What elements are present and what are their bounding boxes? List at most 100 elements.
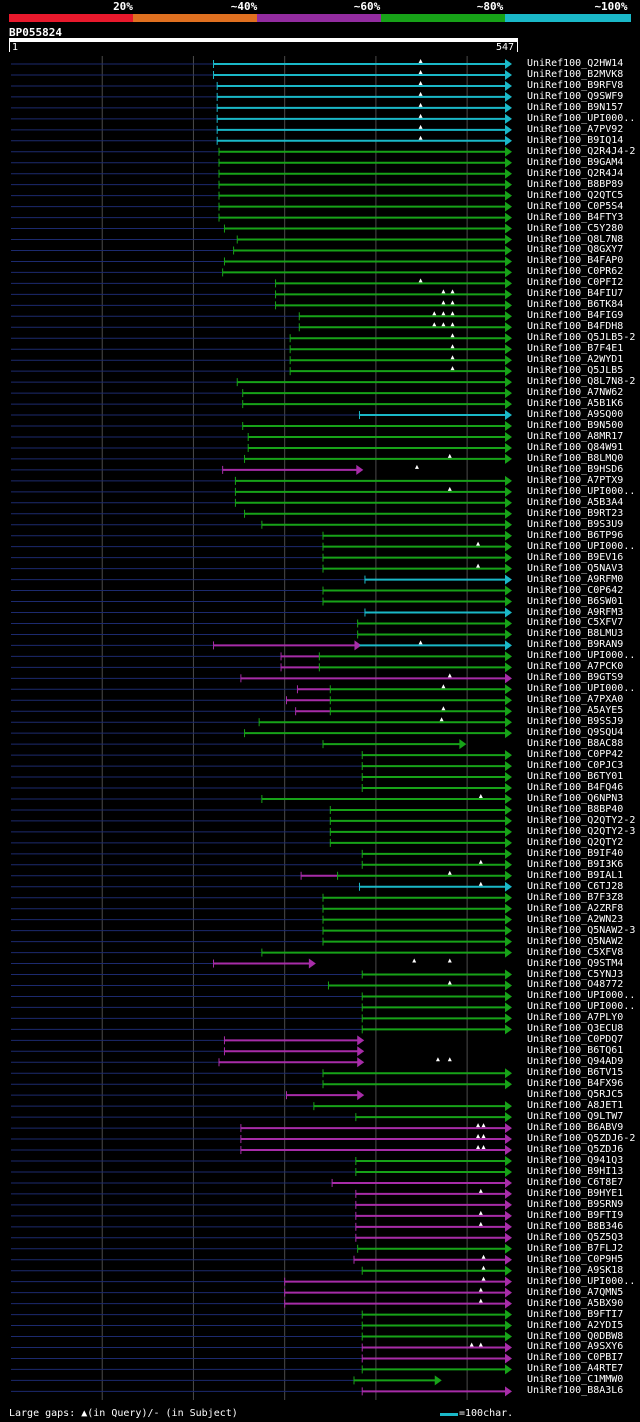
- hit-label[interactable]: UniRef100_A7PLY0: [527, 1012, 624, 1024]
- hit-label[interactable]: UniRef100_Q5NAW2-3: [527, 924, 636, 936]
- hit-label[interactable]: UniRef100_Q5RJC5: [527, 1089, 624, 1101]
- hit-label[interactable]: UniRef100_Q0DBW8: [527, 1330, 624, 1342]
- hit-label[interactable]: UniRef100_B6TV15: [527, 1067, 624, 1079]
- hit-label[interactable]: UniRef100_Q5ZDJ6: [527, 1144, 624, 1156]
- hit-label[interactable]: UniRef100_B4FIU7: [527, 288, 624, 300]
- hit-label[interactable]: UniRef100_C6TJ28: [527, 880, 624, 892]
- hit-label[interactable]: UniRef100_Q941Q3: [527, 1155, 624, 1166]
- hit-label[interactable]: UniRef100_Q9LTW7: [527, 1111, 624, 1123]
- hit-label[interactable]: UniRef100_B9SSJ9: [527, 716, 624, 728]
- hit-label[interactable]: UniRef100_B9FTI7: [527, 1308, 624, 1320]
- hit-label[interactable]: UniRef100_Q2R4J4: [527, 167, 624, 179]
- hit-label[interactable]: UniRef100_A5AYE5: [527, 705, 624, 717]
- hit-label[interactable]: UniRef100_C0PR62: [527, 266, 624, 278]
- hit-label[interactable]: UniRef100_B2MVK8: [527, 68, 624, 80]
- hit-label[interactable]: UniRef100_Q84W91: [527, 441, 624, 453]
- hit-label[interactable]: UniRef100_B9RAN9: [527, 639, 624, 651]
- hit-label[interactable]: UniRef100_Q2QTY2: [527, 836, 624, 848]
- hit-label[interactable]: UniRef100_A7QMN5: [527, 1286, 624, 1298]
- hit-label[interactable]: UniRef100_Q3ECU8: [527, 1023, 624, 1035]
- hit-label[interactable]: UniRef100_B6TK84: [527, 299, 624, 311]
- hit-label[interactable]: UniRef100_A4RTE7: [527, 1363, 624, 1375]
- hit-label[interactable]: UniRef100_B4FQ46: [527, 782, 624, 794]
- hit-label[interactable]: UniRef100_B9HI13: [527, 1165, 624, 1177]
- hit-label[interactable]: UniRef100_A7PV92: [527, 123, 624, 135]
- hit-label[interactable]: UniRef100_B9FTI9: [527, 1209, 624, 1221]
- hit-label[interactable]: UniRef100_C0P9H5: [527, 1253, 624, 1265]
- hit-label[interactable]: UniRef100_B9GAM4: [527, 156, 624, 168]
- hit-label[interactable]: UniRef100_B9SRN9: [527, 1198, 624, 1210]
- hit-label[interactable]: UniRef100_UPI000..: [527, 1275, 636, 1287]
- hit-label[interactable]: UniRef100_Q2QTY2-3: [527, 825, 636, 837]
- hit-label[interactable]: UniRef100_B8LMQ0: [527, 452, 624, 464]
- hit-label[interactable]: UniRef100_A9SXY6: [527, 1341, 624, 1353]
- hit-label[interactable]: UniRef100_A9SK18: [527, 1264, 624, 1276]
- hit-label[interactable]: UniRef100_A2ZRF8: [527, 902, 624, 914]
- hit-label[interactable]: UniRef100_B6SW01: [527, 595, 624, 607]
- hit-label[interactable]: UniRef100_B9IAL1: [527, 869, 624, 881]
- hit-label[interactable]: UniRef100_B4FAP0: [527, 255, 624, 267]
- hit-label[interactable]: UniRef100_A2WYD1: [527, 354, 624, 366]
- hit-label[interactable]: UniRef100_A9RFM0: [527, 573, 624, 585]
- hit-label[interactable]: UniRef100_UPI000..: [527, 540, 636, 552]
- hit-label[interactable]: UniRef100_Q5ZDJ6-2: [527, 1133, 636, 1145]
- hit-label[interactable]: UniRef100_B9IQ14: [527, 134, 624, 146]
- hit-label[interactable]: UniRef100_Q9SWF9: [527, 90, 624, 102]
- hit-label[interactable]: UniRef100_C5YNJ3: [527, 968, 624, 980]
- hit-label[interactable]: UniRef100_C0PDQ7: [527, 1034, 624, 1046]
- hit-label[interactable]: UniRef100_C0P642: [527, 584, 624, 596]
- hit-label[interactable]: UniRef100_Q8L7N8-2: [527, 376, 636, 388]
- hit-label[interactable]: UniRef100_B6TQ61: [527, 1045, 624, 1057]
- hit-label[interactable]: UniRef100_B6ABV9: [527, 1122, 624, 1134]
- hit-label[interactable]: UniRef100_Q5JLB5: [527, 365, 624, 377]
- hit-label[interactable]: UniRef100_B8BP40: [527, 803, 624, 815]
- hit-label[interactable]: UniRef100_A5B3A4: [527, 496, 624, 508]
- hit-label[interactable]: UniRef100_B9I3K6: [527, 858, 624, 870]
- hit-label[interactable]: UniRef100_B7F4E1: [527, 343, 624, 355]
- hit-label[interactable]: UniRef100_Q5NAV3: [527, 562, 624, 574]
- hit-label[interactable]: UniRef100_C6T8E7: [527, 1176, 624, 1188]
- hit-label[interactable]: UniRef100_C5XFV8: [527, 946, 624, 958]
- hit-label[interactable]: UniRef100_Q9STM4: [527, 957, 624, 969]
- hit-label[interactable]: UniRef100_B4FIG9: [527, 310, 624, 322]
- hit-label[interactable]: UniRef100_C5Y280: [527, 222, 624, 234]
- hit-label[interactable]: UniRef100_A8JET1: [527, 1100, 624, 1112]
- hit-label[interactable]: UniRef100_B9EV16: [527, 551, 624, 563]
- hit-label[interactable]: UniRef100_C0PBI7: [527, 1352, 624, 1364]
- hit-label[interactable]: UniRef100_C5XFV7: [527, 617, 624, 629]
- hit-label[interactable]: UniRef100_A7PXA0: [527, 694, 624, 706]
- hit-label[interactable]: UniRef100_O48772: [527, 979, 624, 991]
- hit-label[interactable]: UniRef100_B7FLJ2: [527, 1242, 624, 1254]
- hit-label[interactable]: UniRef100_B9HYE1: [527, 1187, 624, 1199]
- hit-label[interactable]: UniRef100_B9IF40: [527, 847, 624, 859]
- hit-label[interactable]: UniRef100_A2YDI5: [527, 1319, 624, 1331]
- hit-label[interactable]: UniRef100_B8BP89: [527, 178, 624, 190]
- hit-label[interactable]: UniRef100_B8A3L6: [527, 1385, 624, 1397]
- hit-label[interactable]: UniRef100_Q6NPN3: [527, 792, 624, 804]
- hit-label[interactable]: UniRef100_A7NW62: [527, 387, 624, 399]
- hit-label[interactable]: UniRef100_A9SQ00: [527, 409, 624, 421]
- hit-label[interactable]: UniRef100_C1MMW0: [527, 1374, 624, 1386]
- hit-label[interactable]: UniRef100_Q94AD9: [527, 1056, 624, 1068]
- hit-label[interactable]: UniRef100_Q8L7N8: [527, 233, 624, 245]
- hit-label[interactable]: UniRef100_B9N500: [527, 420, 624, 431]
- hit-label[interactable]: UniRef100_A7PTX9: [527, 474, 624, 486]
- hit-label[interactable]: UniRef100_A2WN23: [527, 913, 624, 925]
- hit-label[interactable]: UniRef100_B6TY01: [527, 771, 624, 783]
- hit-label[interactable]: UniRef100_UPI000..: [527, 485, 636, 497]
- hit-label[interactable]: UniRef100_A8MR17: [527, 430, 624, 442]
- hit-label[interactable]: UniRef100_Q2QTY2-2: [527, 814, 636, 826]
- hit-label[interactable]: UniRef100_B9GTS9: [527, 672, 624, 684]
- hit-label[interactable]: UniRef100_A9RFM3: [527, 606, 624, 618]
- hit-label[interactable]: UniRef100_Q2QTC5: [527, 189, 624, 201]
- hit-label[interactable]: UniRef100_B9RFV8: [527, 79, 624, 91]
- hit-label[interactable]: UniRef100_A5BX90: [527, 1297, 624, 1309]
- hit-label[interactable]: UniRef100_B6TP96: [527, 529, 624, 541]
- hit-label[interactable]: UniRef100_UPI000..: [527, 1001, 636, 1013]
- hit-label[interactable]: UniRef100_Q2R4J4-2: [527, 145, 636, 157]
- hit-label[interactable]: UniRef100_B9RT23: [527, 507, 624, 519]
- hit-label[interactable]: UniRef100_Q5JLB5-2: [527, 332, 636, 344]
- hit-label[interactable]: UniRef100_B4FDH8: [527, 321, 624, 333]
- hit-label[interactable]: UniRef100_Q8GXY7: [527, 244, 624, 256]
- hit-label[interactable]: UniRef100_A7PCK0: [527, 661, 624, 673]
